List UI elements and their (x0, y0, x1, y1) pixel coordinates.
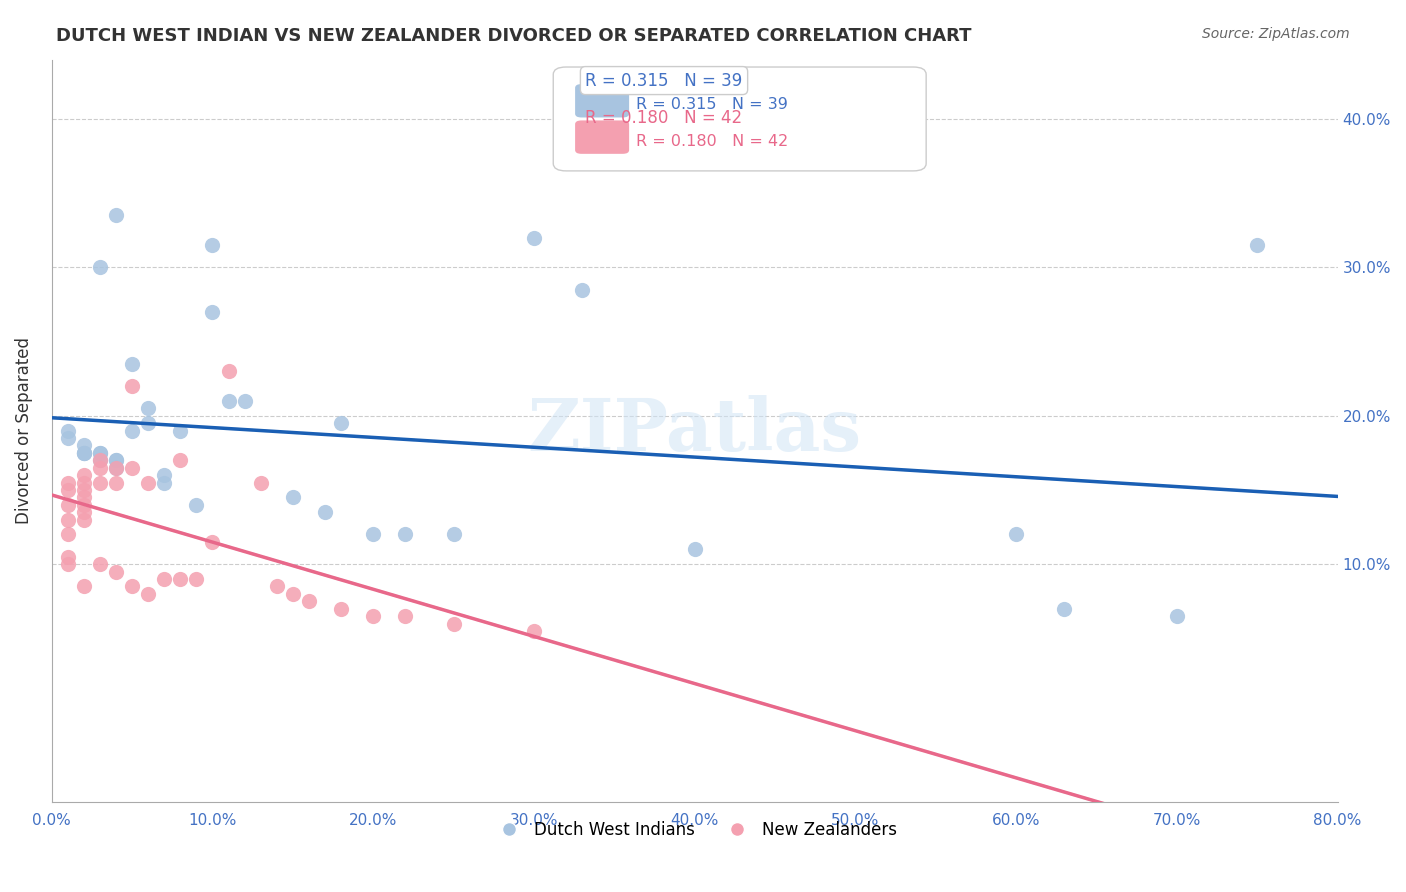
Point (56, 431, 79, 445)
Point (73, 579, 96, 593)
Point (186, 498, 208, 512)
Point (56, 557, 79, 571)
Point (330, 416, 353, 430)
Point (105, 453, 128, 467)
Point (1246, 238, 1268, 252)
Point (73, 483, 96, 497)
Point (136, 475, 159, 490)
Point (281, 587, 304, 601)
Point (56, 498, 79, 512)
Point (361, 527, 384, 541)
Point (73, 468, 96, 483)
Point (523, 624, 546, 638)
Point (201, 238, 224, 252)
Point (56, 549, 79, 564)
Point (121, 379, 143, 393)
Point (73, 513, 96, 527)
Point (56, 483, 79, 497)
Point (1005, 527, 1028, 541)
Point (73, 446, 96, 460)
Point (73, 438, 96, 452)
Point (1053, 601, 1076, 615)
Text: ZIPatlas: ZIPatlas (527, 395, 862, 467)
Point (73, 491, 96, 505)
Point (201, 305, 224, 319)
Point (89, 446, 111, 460)
Text: R = 0.315   N = 39: R = 0.315 N = 39 (585, 71, 742, 89)
Point (105, 208, 128, 222)
Text: R = 0.180   N = 42: R = 0.180 N = 42 (636, 134, 787, 149)
Point (89, 453, 111, 467)
Point (105, 460, 128, 475)
Point (443, 616, 465, 631)
Point (169, 453, 191, 467)
Point (249, 475, 271, 490)
Text: Source: ZipAtlas.com: Source: ZipAtlas.com (1202, 27, 1350, 41)
Y-axis label: Divorced or Separated: Divorced or Separated (15, 337, 32, 524)
Point (153, 468, 176, 483)
Point (105, 453, 128, 467)
Point (169, 424, 191, 438)
Point (361, 609, 384, 624)
Point (683, 542, 706, 557)
Point (56, 513, 79, 527)
Text: R = 0.180   N = 42: R = 0.180 N = 42 (585, 109, 742, 127)
Point (121, 357, 143, 371)
Point (73, 475, 96, 490)
Point (105, 475, 128, 490)
FancyBboxPatch shape (575, 120, 628, 153)
Point (394, 609, 416, 624)
Point (1166, 609, 1188, 624)
Point (56, 527, 79, 541)
Point (169, 572, 191, 586)
Point (73, 446, 96, 460)
Point (73, 446, 96, 460)
Point (136, 401, 159, 416)
Point (523, 230, 546, 244)
Point (105, 565, 128, 579)
Point (105, 460, 128, 475)
Point (89, 446, 111, 460)
Point (201, 534, 224, 549)
Point (571, 283, 593, 297)
Point (89, 475, 111, 490)
Point (186, 572, 208, 586)
Point (56, 475, 79, 490)
Point (121, 424, 143, 438)
Point (394, 527, 416, 541)
Point (233, 393, 256, 408)
Point (281, 491, 304, 505)
Text: DUTCH WEST INDIAN VS NEW ZEALANDER DIVORCED OR SEPARATED CORRELATION CHART: DUTCH WEST INDIAN VS NEW ZEALANDER DIVOR… (56, 27, 972, 45)
Point (73, 505, 96, 519)
Point (121, 460, 143, 475)
Point (153, 572, 176, 586)
Point (330, 601, 353, 615)
Point (298, 594, 321, 608)
Text: R = 0.315   N = 39: R = 0.315 N = 39 (636, 97, 787, 112)
Point (136, 587, 159, 601)
Point (89, 453, 111, 467)
Point (136, 416, 159, 430)
Legend: Dutch West Indians, New Zealanders: Dutch West Indians, New Zealanders (486, 814, 904, 846)
Point (218, 364, 240, 378)
Point (443, 527, 465, 541)
Point (89, 260, 111, 275)
Point (121, 579, 143, 593)
Point (314, 505, 336, 519)
Point (153, 475, 176, 490)
Point (218, 393, 240, 408)
Point (266, 579, 288, 593)
FancyBboxPatch shape (553, 67, 927, 171)
Point (89, 460, 111, 475)
FancyBboxPatch shape (575, 84, 628, 118)
Point (73, 498, 96, 512)
Point (56, 424, 79, 438)
Point (89, 557, 111, 571)
